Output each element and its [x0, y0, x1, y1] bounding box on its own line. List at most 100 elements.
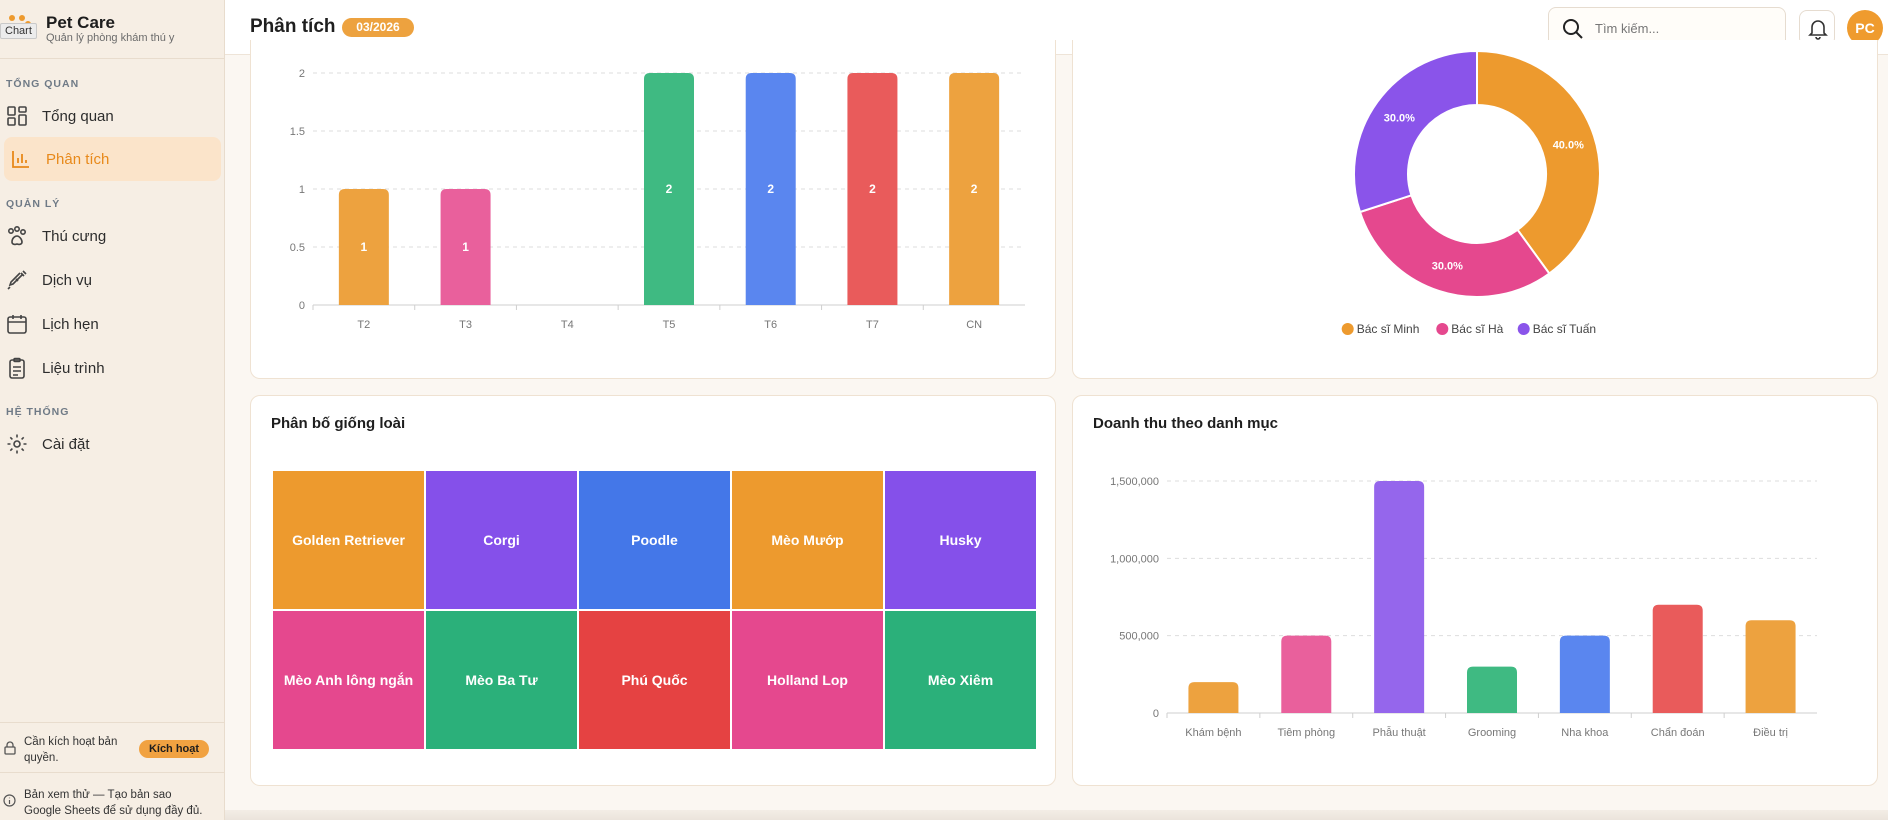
revenue-card-title: Doanh thu theo danh mục [1093, 415, 1278, 432]
avatar[interactable]: PC [1847, 10, 1883, 46]
legend-marker [1341, 323, 1354, 335]
calendar-icon [7, 315, 27, 334]
doctor-donut-chart: 40.0% 30.0% 30.0% Bác sĩ Minh Bác sĩ Hà Bác s… [1341, 49, 1601, 336]
x-tick-label: Phẫu thuật [1373, 726, 1426, 739]
sidebar-item-services[interactable]: Dịch vụ [0, 258, 217, 302]
bottom-fade [225, 810, 1888, 820]
syringe-icon [7, 270, 27, 290]
species-tile[interactable]: Mèo Ba Tư [426, 611, 577, 749]
legend-marker [1436, 323, 1449, 335]
x-tick-label: T5 [663, 319, 676, 331]
donut-slice [1358, 194, 1551, 298]
clipboard-icon [9, 357, 25, 379]
search-input[interactable] [1593, 16, 1773, 40]
gear-icon [7, 434, 27, 454]
bar [745, 73, 796, 305]
bar [1745, 620, 1796, 713]
y-tick-label: 0.5 [290, 242, 305, 254]
revenue-card: Doanh thu theo danh mục 0 500,000 1,000,00… [1072, 395, 1878, 786]
period-badge[interactable]: 03/2026 [342, 18, 414, 37]
y-tick-label: 1 [299, 184, 305, 196]
x-tick-label: Tiêm phòng [1277, 727, 1335, 739]
bar-value-label: 2 [869, 182, 876, 196]
y-tick-label: 500,000 [1119, 631, 1159, 643]
sidebar-item-pets[interactable]: Thú cưng [0, 214, 217, 258]
license-text-line1: Cần kích hoạt bản [24, 736, 118, 748]
bar [644, 73, 694, 305]
sidebar-item-analytics[interactable]: Phân tích [4, 137, 221, 181]
x-tick-label: T3 [459, 319, 472, 331]
species-tile[interactable]: Mèo Anh lông ngắn [273, 611, 424, 749]
legend-label: Bác sĩ Tuấn [1533, 322, 1596, 336]
species-tile[interactable]: Mèo Xiêm [885, 611, 1036, 749]
bar-value-label: 2 [767, 182, 774, 196]
sidebar-item-label: Thú cưng [42, 227, 107, 245]
species-tile[interactable]: Poodle [579, 471, 730, 609]
weekly-appointments-card: 0 0.5 1 1.5 2 1 T2 1 T3 T4 2 T5 2 T6 2 T7 2 CN [250, 40, 1056, 379]
sidebar-item-label: Tổng quan [42, 107, 114, 125]
legend-label: Bác sĩ Hà [1451, 322, 1503, 336]
y-tick-label: 1.5 [290, 126, 305, 138]
y-tick-label: 0 [1153, 708, 1159, 720]
y-tick-label: 0 [299, 300, 305, 312]
lock-icon [4, 741, 16, 755]
section-label-overview: TỔNG QUAN [6, 78, 80, 90]
species-tile[interactable]: Holland Lop [732, 611, 883, 749]
x-tick-label: Grooming [1468, 727, 1516, 739]
x-tick-label: T2 [357, 319, 370, 331]
section-label-system: HỆ THỐNG [6, 406, 70, 418]
bar [949, 73, 1000, 305]
species-tile[interactable]: Corgi [426, 471, 577, 609]
sidebar-item-appointments[interactable]: Lịch hẹn [0, 302, 217, 346]
paw-icon [7, 225, 27, 246]
trial-notice: Bản xem thử — Tạo bản sao Google Sheets … [0, 772, 225, 820]
x-tick-label: Chẩn đoán [1651, 727, 1705, 739]
info-icon [3, 794, 16, 807]
legend-marker [1517, 323, 1530, 335]
bar [1188, 682, 1239, 713]
sidebar-item-label: Liệu trình [42, 359, 105, 377]
bar [1374, 481, 1425, 713]
doctor-share-card: 40.0% 30.0% 30.0% Bác sĩ Minh Bác sĩ Hà Bác s… [1072, 40, 1878, 379]
bar [338, 189, 389, 305]
species-card-title: Phân bố giống loài [271, 415, 406, 432]
sidebar-item-label: Dịch vụ [42, 271, 93, 289]
activate-button[interactable]: Kích hoạt [139, 740, 209, 758]
sidebar-item-settings[interactable]: Cài đặt [0, 422, 217, 466]
bar-value-label: 1 [361, 240, 368, 254]
sidebar-item-label: Lịch hẹn [42, 315, 99, 333]
brand: Pet Care Quản lý phòng khám thú y Chart [0, 0, 225, 59]
bar-value-label: 2 [666, 182, 673, 196]
species-tile[interactable]: Husky [885, 471, 1036, 609]
y-tick-label: 1,500,000 [1110, 476, 1159, 488]
sidebar-item-label: Cài đặt [42, 435, 90, 453]
bar [440, 189, 491, 305]
x-tick-label: Điều trị [1753, 727, 1788, 739]
dashboard-icon [7, 106, 27, 126]
app-subtitle: Quản lý phòng khám thú y [46, 32, 175, 44]
trial-text-line1: Bản xem thử — Tạo bản sao [24, 789, 172, 801]
x-tick-label: T4 [561, 319, 574, 331]
slice-percent-label: 30.0% [1384, 113, 1415, 125]
species-card: Phân bố giống loài Golden Retriever Corgi… [250, 395, 1056, 786]
tooltip: Chart [0, 23, 37, 39]
sidebar-item-overview[interactable]: Tổng quan [0, 94, 217, 138]
sidebar: Pet Care Quản lý phòng khám thú y Chart … [0, 0, 225, 820]
y-tick-label: 2 [299, 68, 305, 80]
sidebar-item-treatments[interactable]: Liệu trình [0, 346, 217, 390]
donut-slice [1353, 49, 1478, 214]
species-tile[interactable]: Mèo Mướp [732, 471, 883, 609]
bar [1467, 666, 1517, 713]
section-label-manage: QUẢN LÝ [6, 198, 61, 210]
slice-percent-label: 40.0% [1553, 139, 1584, 151]
bar [1652, 604, 1703, 713]
x-tick-label: T7 [866, 319, 879, 331]
bell-icon [1808, 20, 1828, 40]
revenue-bar-chart: 0 500,000 1,000,000 1,500,000 Khám bệnh Tiêm … [1110, 476, 1817, 739]
species-tile[interactable]: Golden Retriever [273, 471, 424, 609]
species-tile[interactable]: Phú Quốc [579, 611, 730, 749]
x-tick-label: CN [966, 319, 982, 331]
search-icon [1563, 19, 1583, 39]
app-name: Pet Care [46, 13, 115, 32]
y-tick-label: 1,000,000 [1110, 553, 1159, 565]
